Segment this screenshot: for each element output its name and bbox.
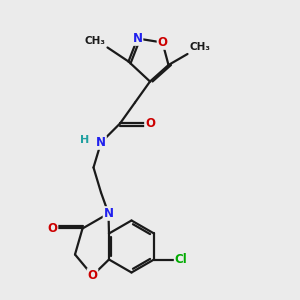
Text: O: O	[145, 117, 155, 130]
Text: N: N	[96, 136, 106, 149]
Text: N: N	[133, 32, 142, 45]
Text: H: H	[80, 136, 89, 146]
Text: CH₃: CH₃	[190, 43, 211, 52]
Text: Cl: Cl	[175, 253, 188, 266]
Text: O: O	[47, 222, 58, 235]
Text: N: N	[103, 207, 113, 220]
Text: O: O	[158, 36, 167, 49]
Text: CH₃: CH₃	[85, 36, 106, 46]
Text: O: O	[88, 269, 98, 282]
